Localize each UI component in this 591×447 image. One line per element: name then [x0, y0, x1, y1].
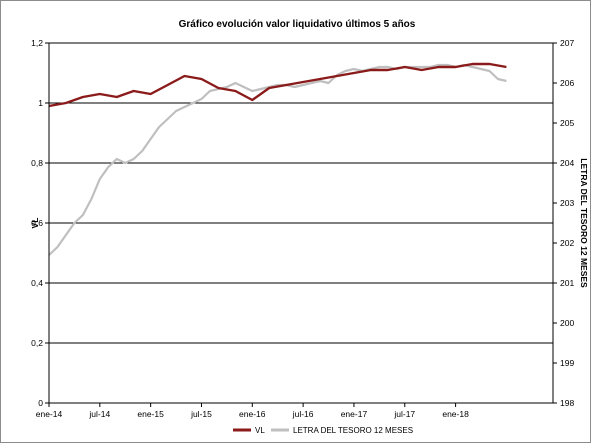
- x-tick-label: jul-16: [292, 409, 314, 419]
- x-tick-label: jul-15: [190, 409, 212, 419]
- series-line-letra-tesoro: [48, 63, 507, 256]
- y2-tick-label: 203: [560, 198, 574, 208]
- y2-tick-label: 201: [560, 278, 574, 288]
- legend-label: VL: [255, 426, 265, 435]
- y2-tick-label: 204: [560, 158, 574, 168]
- y-tick-label: 0,2: [31, 338, 43, 348]
- x-tick-label: jul-14: [88, 409, 110, 419]
- y-axis-label: VL: [30, 218, 40, 229]
- grid-lines: [49, 42, 553, 344]
- series-line-vl: [48, 62, 507, 108]
- x-tick-label: ene-14: [36, 409, 63, 419]
- y2-axis-label: LETRA DEL TESORO 12 MESES: [579, 158, 589, 288]
- y-tick-label: 0: [38, 398, 43, 408]
- x-tick-label: jul-17: [393, 409, 415, 419]
- series-layer: [48, 62, 507, 256]
- y2-tick-label: 206: [560, 78, 574, 88]
- y-tick-label: 0,6: [31, 218, 43, 228]
- legend: VL LETRA DEL TESORO 12 MESES: [233, 426, 413, 435]
- y-tick-label: 1,2: [31, 38, 43, 48]
- y2-tick-label: 198: [560, 398, 574, 408]
- y-tick-label: 0,8: [31, 158, 43, 168]
- chart-title: Gráfico evolución valor liquidativo últi…: [179, 19, 416, 30]
- axes: 0 0,2 0,4 0,6 0,8 1 1,2 198 199 200 201 202 203 204 20…: [31, 38, 574, 419]
- y-tick-label: 1: [38, 98, 43, 108]
- y2-tick-label: 199: [560, 358, 574, 368]
- y2-tick-label: 207: [560, 38, 574, 48]
- x-tick-label: ene-16: [239, 409, 266, 419]
- x-tick-label: ene-18: [442, 409, 469, 419]
- legend-label: LETRA DEL TESORO 12 MESES: [293, 426, 413, 435]
- y2-tick-label: 200: [560, 318, 574, 328]
- x-tick-label: ene-17: [341, 409, 368, 419]
- y2-tick-label: 205: [560, 118, 574, 128]
- x-tick-label: ene-15: [137, 409, 164, 419]
- y2-tick-label: 202: [560, 238, 574, 248]
- y-tick-label: 0,4: [31, 278, 43, 288]
